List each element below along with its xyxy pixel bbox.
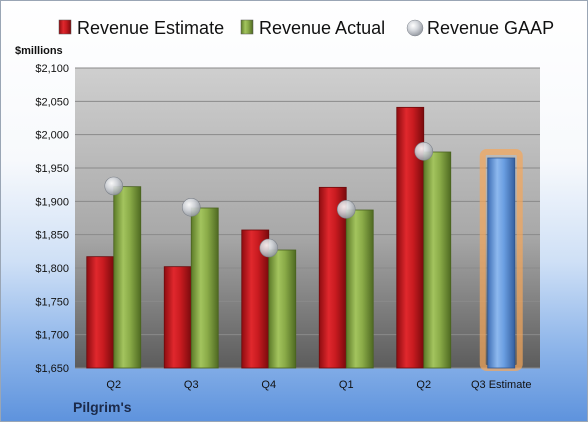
y-tick-label: $1,900 [35,196,69,208]
bar-revenue-estimate [163,266,192,369]
x-category-label: Q3 Estimate [471,379,532,391]
bar-revenue-actual [423,151,452,369]
marker-revenue-gaap [259,238,279,258]
x-category-label: Q2 [416,379,431,391]
marker-revenue-gaap [336,200,356,219]
x-category-label: Q4 [261,379,276,391]
legend-swatch [58,19,72,35]
y-tick-label: $1,800 [35,263,69,275]
y-tick-label: $1,950 [35,163,69,175]
y-tick-label: $2,100 [35,63,69,75]
marker-revenue-gaap [414,142,434,161]
bar-revenue-estimate [86,256,115,369]
legend-label: Revenue Actual [259,18,385,38]
bar-revenue-actual [113,186,142,369]
bar-revenue-actual [190,207,219,369]
x-category-label: Q2 [106,379,121,391]
y-tick-label: $2,000 [35,130,69,142]
bar-revenue-actual [268,249,297,369]
x-category-label: Q1 [339,379,354,391]
bar-revenue-actual [345,209,374,369]
legend-label: Revenue Estimate [77,18,224,38]
y-tick-label: $1,700 [35,330,69,342]
marker-revenue-gaap [104,176,124,196]
bar-q3-estimate [487,157,516,369]
company-name: Pilgrim's [73,399,132,415]
y-tick-label: $1,850 [35,230,69,242]
legend-swatch [406,19,424,37]
y-tick-label: $1,750 [35,296,69,308]
y-axis-units: $millions [15,45,63,57]
y-tick-label: $2,050 [35,96,69,108]
plot-area [75,68,540,368]
marker-revenue-gaap [181,198,201,217]
legend-swatch [240,19,254,35]
x-category-label: Q3 [184,379,199,391]
y-tick-label: $1,650 [35,363,69,375]
legend-label: Revenue GAAP [427,18,554,38]
